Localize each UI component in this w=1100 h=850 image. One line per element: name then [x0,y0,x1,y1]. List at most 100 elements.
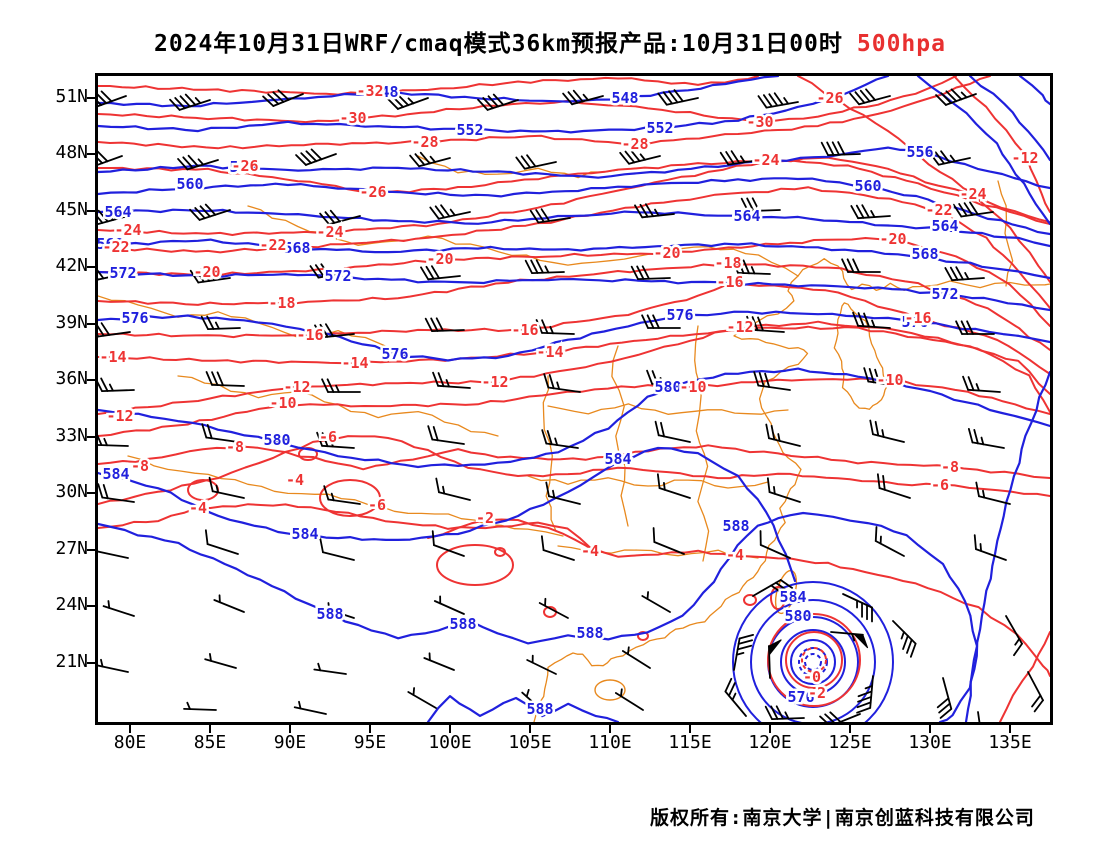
lon-tick [129,725,131,733]
wind-barb [952,201,994,218]
temp-label: -10 [269,394,296,412]
temp-label: -14 [99,348,126,366]
temp-label: -6 [319,428,337,446]
temp-label: -30 [746,113,773,131]
wind-barb [177,154,219,171]
lat-tick [87,323,95,325]
temp-label: -12 [481,373,508,391]
wind-barb [849,88,891,106]
lat-tick [87,605,95,607]
wind-barb [740,197,781,213]
wind-barb [309,263,351,279]
wind-barb [323,485,361,505]
lon-tick [689,725,691,733]
wind-barb [538,597,569,619]
wind-barb [387,94,429,110]
temp-label: -30 [339,109,366,127]
temp-label: -12 [283,378,310,396]
wind-barb [98,269,125,281]
wind-barb [874,526,905,557]
wind-barb [652,527,685,555]
lat-label: 48N [55,142,88,163]
lon-tick [1009,725,1011,733]
lat-tick [87,492,95,494]
height-label: 560 [176,175,203,193]
temp-label: -12 [726,318,753,336]
wind-barb [944,266,985,282]
wind-barb [841,258,881,273]
lon-label: 110E [588,732,632,753]
wind-barb [955,320,995,335]
lat-label: 39N [55,312,88,333]
temp-label: -8 [226,438,244,456]
wind-barb [432,371,471,389]
chart-title-text: 2024年10月31日WRF/cmaq模式36km预报产品:10月31日00时 [154,31,843,57]
wind-barb [431,530,465,557]
temp-label: -20 [653,244,680,262]
wind-barb [820,141,861,157]
lon-label: 115E [668,732,712,753]
wind-barb [433,595,465,615]
temp-label: -28 [411,133,438,151]
height-label: 548 [611,89,638,107]
wind-barb [102,600,135,617]
wind-barb [973,534,1007,561]
temp-label: -26 [816,89,843,107]
height-label: 576 [787,688,814,706]
wind-barb [213,594,245,613]
temp-label: -14 [536,343,563,361]
lat-label: 42N [55,255,88,276]
lon-tick [449,725,451,733]
height-label: 576 [901,313,928,331]
wind-barb [262,89,304,107]
wind-barb [724,677,747,717]
temp-label: -22 [102,238,129,256]
wind-barb [427,425,465,445]
temp-label: -26 [231,157,258,175]
wind-barb [295,148,337,166]
lon-tick [849,725,851,733]
wind-barb [830,631,869,649]
chart-title: 2024年10月31日WRF/cmaq模式36km预报产品:10月31日00时 5… [0,24,1100,58]
height-label: 580 [654,378,681,396]
wind-barb [407,687,437,709]
lat-label: 27N [55,538,88,559]
wind-barb [936,677,953,719]
wind-barb [201,423,239,443]
lon-label: 90E [273,732,307,753]
temp-label: -16 [716,273,743,291]
temp-label: -12 [1011,149,1038,167]
height-label: 548 [371,83,398,101]
lon-label: 120E [748,732,792,753]
wind-barb [98,209,129,225]
temp-label: -22 [925,201,952,219]
temp-label: -10 [876,371,903,389]
height-label: 572 [931,285,958,303]
temp-label: -22 [259,236,286,254]
wind-barb [526,654,557,675]
temp-label: -10 [679,378,706,396]
wind-barb [316,431,355,449]
height-label: 564 [733,207,760,225]
wind-barb [869,419,905,443]
wind-barb [313,662,347,675]
wind-barb [540,535,575,561]
temp-contours [98,76,1050,722]
wind-barb [98,322,131,338]
wind-barb [524,259,565,275]
wind-barb [535,319,575,335]
lat-label: 33N [55,425,88,446]
wind-barb [929,150,971,166]
wind-barb [764,705,805,721]
wind-barb [183,701,217,711]
wind-barb [935,88,977,106]
copyright-footer: 版权所有:南京大学|南京创蓝科技有限公司 [650,807,1035,829]
temp-label: -4 [726,546,744,564]
height-label: 584 [779,588,806,606]
wind-barb [314,323,355,339]
temp-label: -2 [476,509,494,527]
lon-tick [369,725,371,733]
temp-label: -20 [879,230,906,248]
wind-barb [200,315,241,331]
wind-barb [293,700,327,715]
